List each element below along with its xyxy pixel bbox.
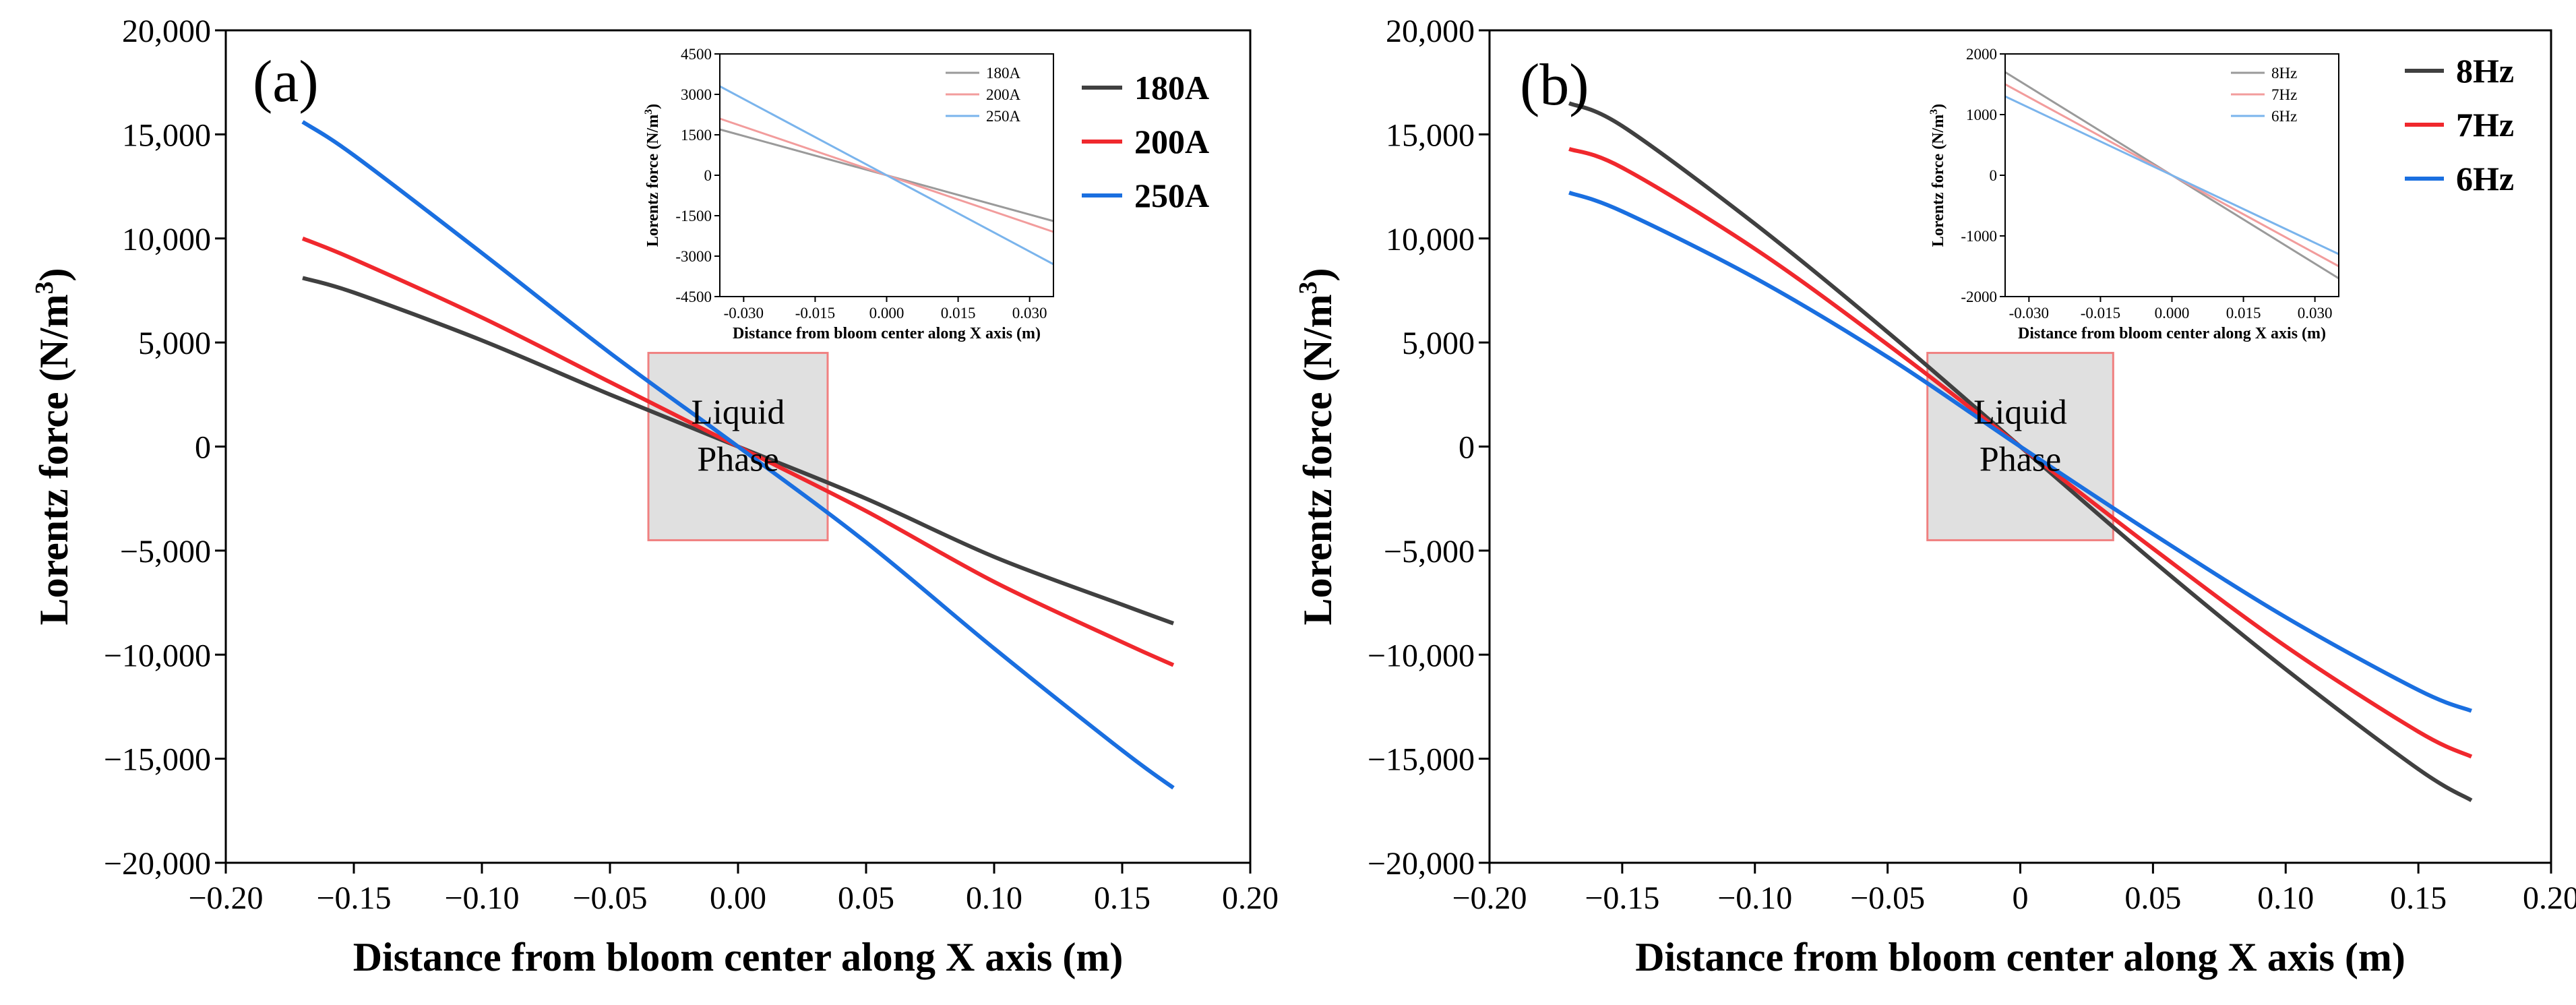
x-tick-label: 0.15 [2390,880,2447,916]
y-tick-label: 10,000 [1386,222,1475,257]
x-tick-label: −0.15 [316,880,391,916]
y-axis-title: Lorentz force (N/m3) [30,268,76,626]
inset-legend-label: 7Hz [2271,86,2297,103]
x-tick-label: 0.05 [2124,880,2181,916]
y-tick-label: 10,000 [122,222,211,257]
inset-y-tick-label: 2000 [1966,46,1997,63]
y-tick-label: −20,000 [104,846,211,882]
inset-y-tick-label: 1000 [1966,106,1997,123]
region-label-line1: Liquid [692,394,785,432]
legend-label: 200A [1134,123,1209,160]
x-axis-title: Distance from bloom center along X axis … [353,935,1124,979]
x-tick-label: 0.00 [710,880,766,916]
inset-x-tick-label: 0.000 [869,305,904,322]
inset-x-tick-label: 0.015 [2226,305,2261,322]
y-tick-label: −10,000 [104,638,211,673]
y-tick-label: −5,000 [120,534,211,570]
y-tick-label: 0 [1459,430,1475,466]
inset-y-tick-label: -4500 [675,288,712,305]
inset-legend-label: 200A [986,86,1021,103]
inset-x-tick-label: -0.015 [795,305,835,322]
inset-x-tick-label: 0.000 [2155,305,2190,322]
y-tick-label: 0 [195,430,211,466]
series-line-250a [301,120,1175,790]
panel-label: (b) [1520,53,1589,118]
legend-label: 6Hz [2456,160,2514,197]
region-label-line2: Phase [1980,441,2061,479]
y-tick-label: −10,000 [1368,638,1475,673]
inset-legend-label: 8Hz [2271,65,2297,82]
x-tick-label: 0.20 [1222,880,1279,916]
y-axis-title: Lorentz force (N/m3) [1294,268,1340,626]
legend: 180A 200A 250A [1082,69,1209,214]
legend-label: 8Hz [2456,52,2514,90]
x-tick-label: −0.05 [1850,880,1925,916]
chart-panel-a: Liquid Phase −0.20 −0.15 −0.10 −0.05 0.00 0.05 0… [30,13,1279,979]
inset-legend-label: 6Hz [2271,108,2297,125]
inset-y-tick-label: -1500 [675,208,712,224]
y-tick-label: −15,000 [104,742,211,778]
inset-x-axis-title: Distance from bloom center along X axis … [2018,325,2326,342]
y-tick-label: −15,000 [1368,742,1475,778]
x-tick-label: −0.05 [572,880,647,916]
inset-x-tick-label: 0.015 [941,305,976,322]
inset-y-axis-title: Lorentz force (N/m3) [1928,104,1947,247]
x-tick-label: 0.20 [2523,880,2576,916]
legend-label: 7Hz [2456,106,2514,144]
chart-panel-b: Liquid Phase −0.20 −0.15 −0.10 −0.05 0 0.05 0.10… [1294,13,2576,979]
inset-y-tick-label: 3000 [681,86,712,103]
y-tick-label: 5,000 [138,326,211,361]
legend-label: 180A [1134,69,1209,106]
x-tick-label: 0.10 [2257,880,2314,916]
inset-y-axis-title: Lorentz force (N/m3) [643,104,662,247]
x-tick-label: −0.20 [188,880,263,916]
x-axis-title: Distance from bloom center along X axis … [1635,935,2405,979]
inset-x-tick-label: -0.030 [2009,305,2049,322]
region-label-line2: Phase [697,441,778,479]
series-line-6hz [1568,190,2472,713]
panel-label: (a) [253,49,319,115]
x-tick-label: 0.05 [838,880,894,916]
y-tick-label: 15,000 [122,117,211,153]
x-tick-label: −0.20 [1452,880,1527,916]
y-tick-label: 5,000 [1402,326,1475,361]
legend: 8Hz 7Hz 6Hz [2405,52,2514,197]
inset-y-tick-label: -3000 [675,248,712,265]
inset-chart: -0.030 -0.015 0.000 0.015 0.030 -4500 -3000 -15… [643,46,1054,342]
inset-chart: -0.030 -0.015 0.000 0.015 0.030 -2000 -1000 0 10… [1928,46,2339,342]
inset-x-tick-label: 0.030 [1012,305,1047,322]
y-tick-label: 20,000 [122,13,211,49]
x-tick-label: −0.15 [1585,880,1659,916]
x-tick-label: 0.15 [1094,880,1151,916]
y-tick-label: −20,000 [1368,846,1475,882]
inset-x-tick-label: 0.030 [2298,305,2333,322]
x-tick-label: 0 [2013,880,2029,916]
y-tick-label: 15,000 [1386,117,1475,153]
inset-series-line-250a [719,85,1054,266]
x-tick-label: −0.10 [1717,880,1792,916]
y-tick-label: 20,000 [1386,13,1475,49]
region-label-line1: Liquid [1973,394,2067,432]
x-tick-label: −0.10 [444,880,519,916]
inset-y-tick-label: 0 [704,167,712,184]
inset-x-tick-label: -0.030 [724,305,764,322]
inset-series-line-6hz [2004,95,2339,255]
inset-y-tick-label: 0 [1990,167,1998,184]
inset-y-tick-label: 1500 [681,127,712,144]
inset-x-axis-title: Distance from bloom center along X axis … [733,325,1041,342]
inset-y-tick-label: -1000 [1961,228,1997,245]
inset-legend-label: 250A [986,108,1021,125]
y-tick-label: −5,000 [1384,534,1475,570]
legend-label: 250A [1134,177,1209,214]
x-tick-label: 0.10 [966,880,1022,916]
inset-x-tick-label: -0.015 [2081,305,2120,322]
inset-legend-label: 180A [986,65,1021,82]
inset-y-tick-label: -2000 [1961,288,1997,305]
inset-y-tick-label: 4500 [681,46,712,63]
